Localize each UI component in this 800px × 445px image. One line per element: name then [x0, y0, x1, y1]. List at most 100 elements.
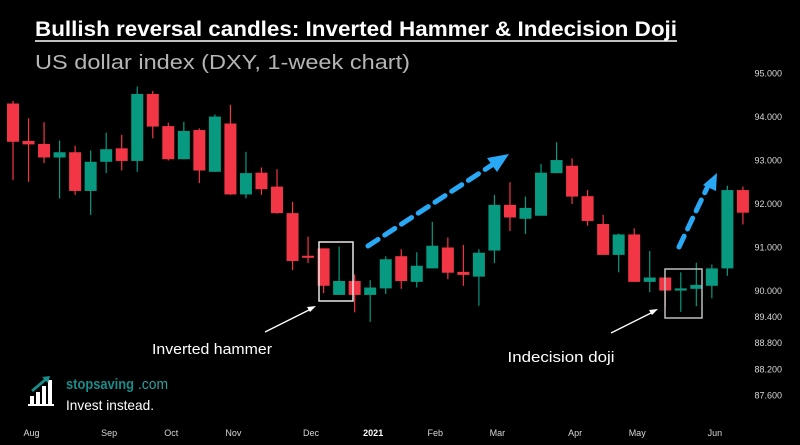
y-tick-label: 95.000 [754, 69, 782, 79]
x-tick-label: Feb [428, 428, 444, 438]
x-tick-label: Mar [490, 428, 506, 438]
candle [503, 182, 516, 231]
candles [7, 86, 749, 322]
candle [690, 262, 703, 307]
candle [131, 86, 144, 172]
candle-body [379, 259, 392, 289]
candle [84, 150, 97, 215]
candle [162, 122, 175, 161]
candle [38, 122, 51, 164]
candle [612, 233, 625, 273]
candle-body [395, 256, 408, 281]
indecision-doji-label: Indecision doji [508, 349, 615, 366]
candle [302, 236, 315, 264]
y-tick-label: 87.600 [754, 390, 782, 400]
candle [177, 121, 190, 160]
candle-body [535, 172, 548, 216]
candle-body [628, 234, 641, 282]
candle-body [612, 234, 625, 255]
bar-chart-logo-icon [28, 376, 54, 406]
candle-body [7, 103, 19, 142]
candle [100, 132, 113, 174]
candle-body [22, 140, 35, 145]
candle [208, 114, 221, 172]
candle-body [441, 247, 454, 273]
y-tick-label: 94.000 [754, 112, 782, 122]
candle [69, 145, 82, 195]
y-tick-label: 88.800 [754, 338, 782, 348]
x-tick-label: Aug [24, 428, 40, 438]
candle [581, 190, 594, 226]
candle [535, 163, 548, 216]
candle-body [239, 173, 252, 195]
y-axis: 95.000 94.000 93.000 92.000 91.000 90.000 89.4… [754, 69, 782, 401]
candle [193, 128, 206, 184]
candle-body [519, 207, 532, 219]
candle-body [53, 152, 66, 158]
candle [224, 104, 237, 195]
uptrend-arrow-2 [676, 173, 717, 250]
candle [721, 185, 734, 276]
x-tick-label: Jun [708, 428, 723, 438]
candle [457, 244, 470, 286]
candle [472, 249, 485, 306]
indecision-doji-highlight-box [664, 268, 703, 319]
candle-body [286, 213, 299, 261]
chart-title: Bullish reversal candles: Inverted Hamme… [35, 18, 677, 41]
candle-body [208, 116, 221, 172]
candle [53, 140, 66, 199]
candle [317, 248, 330, 294]
uptrend-arrow-1 [365, 154, 509, 249]
candle-body [674, 288, 687, 291]
candle-body [317, 248, 330, 286]
candle-body [457, 271, 470, 275]
y-tick-label: 90.000 [754, 286, 782, 296]
x-tick-label: Sep [101, 428, 117, 438]
candle [674, 272, 687, 312]
candle [239, 151, 252, 199]
candle [364, 280, 377, 322]
candle-body [333, 280, 346, 295]
y-tick-label: 92.000 [754, 199, 782, 209]
candle-body [348, 280, 361, 295]
candle-body [581, 196, 594, 221]
candle [597, 214, 610, 255]
candle-body [721, 190, 734, 269]
candle-body [410, 265, 423, 282]
x-tick-label: Nov [225, 428, 242, 438]
candle-body [146, 93, 159, 127]
y-tick-label: 91.000 [754, 243, 782, 253]
x-tick-label: Dec [303, 428, 320, 438]
candle-body [488, 204, 501, 251]
candle [286, 201, 299, 271]
candle-body [255, 172, 268, 190]
candle-body [705, 268, 718, 286]
candle [146, 90, 159, 139]
candle-body [38, 143, 51, 158]
candle [379, 256, 392, 295]
candle [7, 100, 19, 181]
candle-body [302, 255, 315, 258]
candle [333, 246, 346, 295]
x-tick-label: Oct [164, 428, 179, 438]
indecision-doji-pointer-arrow [610, 309, 658, 334]
inverted-hammer-highlight-box [318, 241, 354, 302]
candle-body [472, 252, 485, 277]
candle-body [224, 123, 237, 195]
candle [115, 134, 128, 171]
candle-body [503, 204, 516, 218]
logo-domain: .com [138, 376, 168, 393]
candle [566, 158, 579, 204]
candle-body [193, 130, 206, 171]
candle-body [736, 190, 749, 213]
logo-name: stopsaving [66, 376, 134, 393]
candle [519, 196, 532, 235]
y-tick-label: 93.000 [754, 156, 782, 166]
candle [643, 250, 656, 293]
candle-body [271, 186, 284, 214]
candle [488, 194, 501, 264]
x-tick-label: Apr [568, 428, 582, 438]
inverted-hammer-label: Inverted hammer [152, 341, 272, 358]
inverted-hammer-pointer-arrow [264, 306, 316, 333]
